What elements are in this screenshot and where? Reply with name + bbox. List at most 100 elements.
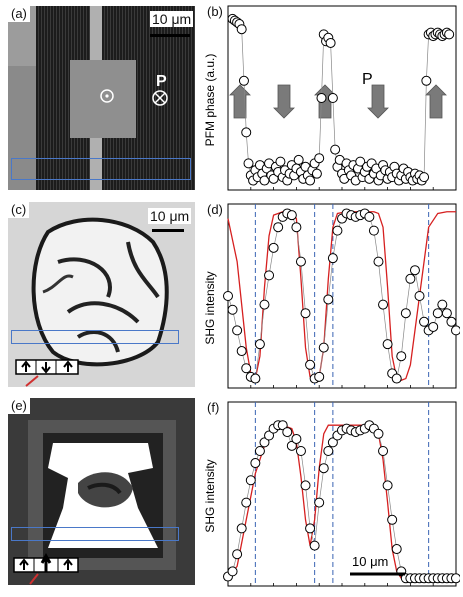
shg-e-linescan-box — [11, 527, 179, 541]
panel-b: (b) PFM phase (a.u.) P — [200, 0, 460, 196]
shg-d-ylabel: SHG intensity — [203, 271, 217, 344]
data-point — [305, 175, 316, 186]
data-point — [387, 514, 398, 525]
data-point — [236, 24, 247, 35]
data-point — [286, 440, 297, 451]
data-point — [282, 427, 293, 438]
data-point — [264, 270, 275, 281]
data-point — [446, 316, 457, 327]
data-point — [364, 211, 375, 222]
shg-chart-f: SHG intensity 10 μm — [203, 401, 461, 587]
data-point — [382, 339, 393, 350]
panel-d-label: (d) — [204, 202, 226, 218]
polarization-down-arrow — [367, 84, 389, 119]
data-point — [241, 497, 252, 508]
data-point — [432, 308, 443, 319]
panel-c-scalebar — [152, 229, 184, 232]
pfm-polarization-label: P — [362, 71, 373, 88]
panel-f-label: (f) — [204, 400, 223, 416]
panel-b-label: (b) — [204, 4, 226, 20]
data-point — [286, 210, 297, 221]
data-point — [437, 299, 448, 310]
data-point — [373, 256, 384, 267]
polarization-down-arrow — [273, 84, 295, 119]
panel-c-label: (c) — [8, 202, 30, 218]
panel-d: (d) SHG intensity — [200, 198, 461, 394]
panel-c-scale-text: 10 μm — [148, 208, 192, 224]
data-point — [391, 544, 402, 555]
data-point — [250, 373, 261, 384]
data-point — [300, 480, 311, 491]
data-point — [409, 265, 420, 276]
data-point — [396, 351, 407, 362]
data-point — [309, 540, 320, 551]
data-point — [400, 308, 411, 319]
data-point — [227, 566, 238, 577]
data-point — [405, 273, 416, 284]
data-point — [330, 144, 341, 155]
shg-f-ylabel: SHG intensity — [203, 459, 217, 532]
polarization-up-arrow — [229, 84, 251, 119]
shg-image-c — [8, 202, 195, 387]
data-point — [314, 371, 325, 382]
data-point — [254, 339, 265, 350]
data-point — [327, 93, 338, 103]
data-point — [227, 304, 238, 315]
data-point — [259, 299, 270, 310]
pfm-ylabel: PFM phase (a.u.) — [203, 54, 217, 147]
panel-a-label: (a) — [8, 6, 30, 22]
data-point — [254, 446, 265, 456]
pfm-linescan-box — [11, 158, 191, 180]
data-point — [232, 549, 243, 560]
data-point — [245, 475, 256, 486]
shg-image-e-graphic — [8, 398, 195, 585]
data-point — [332, 225, 343, 236]
data-point — [419, 172, 430, 183]
data-point — [316, 93, 327, 103]
data-point — [250, 458, 261, 469]
data-point — [368, 225, 379, 236]
data-point — [291, 222, 302, 233]
data-point — [295, 256, 306, 267]
data-point — [232, 325, 243, 336]
data-point — [428, 321, 439, 332]
data-point — [451, 573, 461, 584]
shg-image-c-graphic — [8, 202, 195, 387]
data-point — [268, 242, 279, 253]
data-point — [441, 308, 452, 319]
data-point — [311, 168, 322, 179]
data-point — [378, 446, 389, 456]
data-point — [421, 75, 432, 86]
data-point — [236, 523, 247, 534]
fit-curve — [227, 211, 456, 382]
data-point — [355, 156, 366, 167]
data-point — [382, 480, 393, 491]
data-point — [414, 291, 425, 301]
data-point — [323, 446, 334, 456]
data-point — [305, 523, 316, 534]
data-point — [223, 291, 233, 301]
panel-e-label: (e) — [8, 398, 30, 414]
data-point — [391, 373, 402, 384]
data-point — [305, 359, 316, 370]
shg-f-scale-text: 10 μm — [352, 554, 388, 569]
data-point — [275, 156, 286, 167]
data-point — [419, 316, 430, 327]
panel-a-scalebar — [150, 34, 190, 37]
data-point — [378, 299, 389, 310]
polarization-up-arrow — [425, 84, 447, 119]
data-point — [318, 342, 329, 353]
data-point — [314, 497, 325, 508]
data-point — [238, 75, 249, 86]
data-point — [373, 428, 384, 439]
data-point — [295, 446, 306, 456]
data-point — [327, 437, 338, 448]
data-point — [243, 158, 254, 169]
data-point — [327, 253, 338, 264]
panel-f: (f) SHG intensity 10 μm — [200, 396, 461, 592]
data-point — [236, 346, 247, 357]
pfm-phase-chart: PFM phase (a.u.) P — [203, 5, 457, 191]
data-point — [241, 363, 252, 374]
data-point — [264, 430, 275, 441]
data-point — [273, 222, 284, 233]
